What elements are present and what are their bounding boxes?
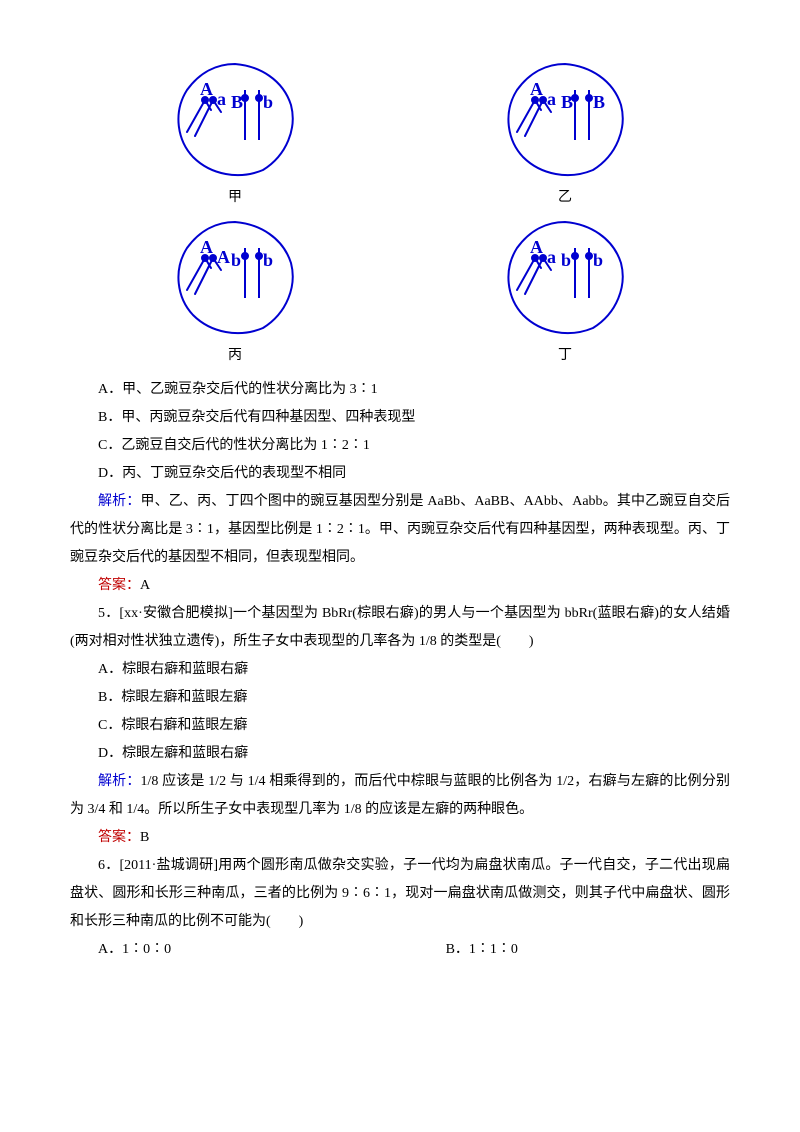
- allele-A2: A: [217, 247, 230, 267]
- q5-option-b: B．棕眼左癖和蓝眼左癖: [70, 684, 730, 712]
- cell-ding-svg: A a b b: [495, 218, 635, 338]
- allele-a: a: [547, 247, 556, 267]
- allele-B1: B: [561, 92, 573, 112]
- answer-value: B: [140, 830, 149, 845]
- q6-options-row: A．1∶0∶0 B．1∶1∶0: [70, 936, 730, 964]
- cell-jia-svg: A a B b: [165, 60, 305, 180]
- answer-value: A: [140, 578, 150, 593]
- q4-option-c: C．乙豌豆自交后代的性状分离比为 1∶2∶1: [70, 432, 730, 460]
- cell-yi-caption: 乙: [558, 184, 572, 212]
- q5-option-a: A．棕眼右癖和蓝眼右癖: [70, 656, 730, 684]
- q4-analysis: 解析：甲、乙、丙、丁四个图中的豌豆基因型分别是 AaBb、AaBB、AAbb、A…: [70, 488, 730, 572]
- cell-yi-wrap: A a B B 乙: [495, 60, 635, 212]
- q6-option-b: B．1∶1∶0: [446, 936, 730, 964]
- right-chromosome-pair: [572, 248, 592, 298]
- q5-analysis: 解析：1/8 应该是 1/2 与 1/4 相乘得到的，而后代中棕眼与蓝眼的比例各…: [70, 768, 730, 824]
- diagram-row-2: A A b b 丙 A a: [70, 218, 730, 370]
- q5-stem: 5．[xx·安徽合肥模拟]一个基因型为 BbRr(棕眼右癖)的男人与一个基因型为…: [70, 600, 730, 656]
- q6-stem: 6．[2011·盐城调研]用两个圆形南瓜做杂交实验，子一代均为扁盘状南瓜。子一代…: [70, 852, 730, 936]
- diagram-row-1: A a B b 甲 A a: [70, 60, 730, 212]
- left-chromosome-pair: [187, 97, 221, 136]
- allele-b2: b: [593, 250, 603, 270]
- q4-option-b: B．甲、丙豌豆杂交后代有四种基因型、四种表现型: [70, 404, 730, 432]
- cell-membrane: [178, 64, 292, 175]
- answer-label: 答案：: [98, 578, 140, 593]
- allele-a: a: [217, 89, 226, 109]
- analysis-body: 甲、乙、丙、丁四个图中的豌豆基因型分别是 AaBb、AaBB、AAbb、Aabb…: [70, 494, 730, 565]
- cell-membrane: [178, 222, 292, 333]
- allele-A1: A: [200, 237, 213, 257]
- cell-membrane: [508, 222, 622, 333]
- allele-A: A: [530, 79, 543, 99]
- allele-A: A: [200, 79, 213, 99]
- allele-a: a: [547, 89, 556, 109]
- left-chromosome-pair: [517, 255, 551, 294]
- right-chromosome-pair: [572, 90, 592, 140]
- allele-A: A: [530, 237, 543, 257]
- allele-b2: b: [263, 250, 273, 270]
- allele-B2: B: [593, 92, 605, 112]
- cell-bing-caption: 丙: [228, 342, 242, 370]
- right-chromosome-pair: [242, 90, 262, 140]
- cell-bing-svg: A A b b: [165, 218, 305, 338]
- q4-answer: 答案：A: [70, 572, 730, 600]
- allele-B: B: [231, 92, 243, 112]
- cell-ding-wrap: A a b b 丁: [495, 218, 635, 370]
- cell-jia-caption: 甲: [228, 184, 242, 212]
- q5-answer: 答案：B: [70, 824, 730, 852]
- answer-label: 答案：: [98, 830, 140, 845]
- analysis-body: 1/8 应该是 1/2 与 1/4 相乘得到的，而后代中棕眼与蓝眼的比例各为 1…: [70, 774, 730, 817]
- allele-b1: b: [561, 250, 571, 270]
- right-chromosome-pair: [242, 248, 262, 298]
- left-chromosome-pair: [187, 255, 221, 294]
- cell-membrane: [508, 64, 622, 175]
- allele-b: b: [263, 92, 273, 112]
- left-chromosome-pair: [517, 97, 551, 136]
- cell-ding-caption: 丁: [558, 342, 572, 370]
- q5-option-d: D．棕眼左癖和蓝眼右癖: [70, 740, 730, 768]
- cell-yi-svg: A a B B: [495, 60, 635, 180]
- q5-option-c: C．棕眼右癖和蓝眼左癖: [70, 712, 730, 740]
- q6-option-a: A．1∶0∶0: [98, 936, 446, 964]
- analysis-label: 解析：: [98, 494, 140, 509]
- allele-b1: b: [231, 250, 241, 270]
- cell-bing-wrap: A A b b 丙: [165, 218, 305, 370]
- q4-option-d: D．丙、丁豌豆杂交后代的表现型不相同: [70, 460, 730, 488]
- q4-option-a: A．甲、乙豌豆杂交后代的性状分离比为 3∶1: [70, 376, 730, 404]
- cell-jia-wrap: A a B b 甲: [165, 60, 305, 212]
- analysis-label: 解析：: [98, 774, 141, 789]
